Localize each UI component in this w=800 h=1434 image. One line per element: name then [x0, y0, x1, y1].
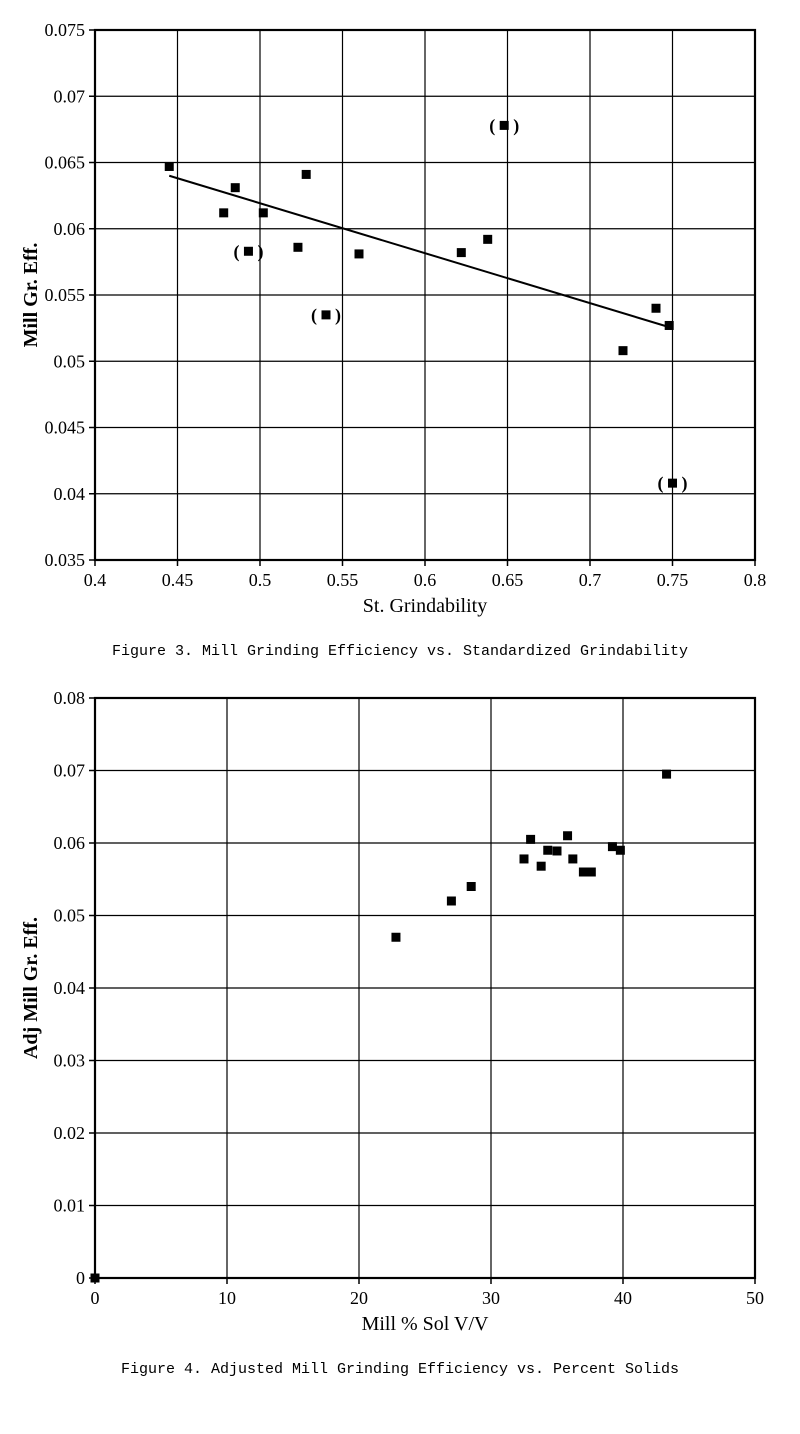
outlier-paren-left: ( — [489, 115, 495, 136]
figure-4: 0 10 20 30 40 50 0 0.01 0.02 0.03 0.04 0.05 0.06 0.07… — [10, 678, 790, 1378]
y-tick-label: 0.06 — [54, 219, 86, 239]
data-point-marker — [652, 304, 660, 312]
data-point-marker — [564, 832, 572, 840]
data-point-marker — [500, 121, 508, 129]
chart2-svg: 0 10 20 30 40 50 0 0.01 0.02 0.03 0.04 0.05 0.06 0.07… — [10, 678, 790, 1348]
y-tick-label: 0.05 — [54, 351, 86, 371]
outlier-paren-left: ( — [311, 305, 317, 326]
y-tick-label: 0.04 — [54, 978, 86, 998]
data-point-marker — [392, 933, 400, 941]
data-point-marker — [663, 770, 671, 778]
x-tick-label: 0.55 — [327, 570, 359, 590]
outlier-paren-right: ) — [335, 305, 341, 326]
y-tick-label: 0.08 — [54, 688, 86, 708]
y-tick-label: 0.04 — [54, 484, 86, 504]
data-point-marker — [544, 846, 552, 854]
figure-3-caption: Figure 3. Mill Grinding Efficiency vs. S… — [10, 643, 790, 660]
data-point-marker — [165, 162, 173, 170]
y-tick-label: 0.01 — [54, 1196, 86, 1216]
outlier-paren-right: ) — [682, 473, 688, 494]
outlier-paren-left: ( — [233, 241, 239, 262]
data-point-marker — [579, 868, 587, 876]
outlier-paren-right: ) — [513, 115, 519, 136]
data-point-marker — [619, 347, 627, 355]
data-point-marker — [231, 184, 239, 192]
data-point-marker — [665, 321, 673, 329]
data-point-marker — [537, 862, 545, 870]
data-point-marker — [553, 847, 561, 855]
x-tick-label: 0 — [91, 1288, 100, 1308]
data-point-marker — [244, 247, 252, 255]
x-tick-label: 0.5 — [249, 570, 272, 590]
y-tick-label: 0.02 — [54, 1123, 86, 1143]
x-tick-label: 50 — [746, 1288, 764, 1308]
data-point-marker — [608, 843, 616, 851]
x-tick-label: 0.8 — [744, 570, 767, 590]
data-point-marker — [91, 1274, 99, 1282]
x-tick-label: 0.75 — [657, 570, 689, 590]
y-tick-label: 0.06 — [54, 833, 86, 853]
data-point-marker — [527, 835, 535, 843]
data-point-marker — [587, 868, 595, 876]
data-point-marker — [669, 479, 677, 487]
x-tick-label: 40 — [614, 1288, 632, 1308]
y-axis-label: Mill Gr. Eff. — [20, 243, 42, 348]
data-point-marker — [467, 883, 475, 891]
y-axis-label: Adj Mill Gr. Eff. — [20, 917, 42, 1059]
outlier-paren-right: ) — [257, 241, 263, 262]
chart1-svg: 0.4 0.45 0.5 0.55 0.6 0.65 0.7 0.75 0.8 0.035 0.04… — [10, 10, 790, 630]
y-tick-label: 0.07 — [54, 761, 86, 781]
x-tick-label: 0.45 — [162, 570, 194, 590]
x-tick-label: 0.7 — [579, 570, 602, 590]
y-tick-label: 0.07 — [54, 86, 86, 106]
data-point-marker — [294, 243, 302, 251]
data-point-marker — [457, 249, 465, 257]
x-tick-label: 0.4 — [84, 570, 107, 590]
data-point-marker — [259, 209, 267, 217]
y-tick-label: 0.035 — [45, 550, 86, 570]
y-tick-label: 0 — [76, 1268, 85, 1288]
outlier-paren-left: ( — [658, 473, 664, 494]
figure-3: 0.4 0.45 0.5 0.55 0.6 0.65 0.7 0.75 0.8 0.035 0.04… — [10, 10, 790, 660]
y-tick-label: 0.055 — [45, 285, 86, 305]
y-tick-label: 0.05 — [54, 906, 86, 926]
x-tick-label: 0.65 — [492, 570, 524, 590]
x-tick-label: 10 — [218, 1288, 236, 1308]
x-tick-label: 0.6 — [414, 570, 437, 590]
y-tick-label: 0.03 — [54, 1051, 86, 1071]
x-tick-label: 30 — [482, 1288, 500, 1308]
figure-4-caption: Figure 4. Adjusted Mill Grinding Efficie… — [10, 1361, 790, 1378]
data-point-marker — [220, 209, 228, 217]
x-axis-label: Mill % Sol V/V — [362, 1313, 489, 1335]
y-tick-label: 0.065 — [45, 153, 86, 173]
data-point-marker — [520, 855, 528, 863]
x-tick-label: 20 — [350, 1288, 368, 1308]
data-point-marker — [484, 235, 492, 243]
data-point-marker — [447, 897, 455, 905]
x-axis-label: St. Grindability — [363, 595, 487, 617]
data-point-marker — [569, 855, 577, 863]
y-tick-label: 0.045 — [45, 418, 86, 438]
y-tick-label: 0.075 — [45, 20, 86, 40]
data-point-marker — [302, 170, 310, 178]
data-point-marker — [355, 250, 363, 258]
data-point-marker — [322, 311, 330, 319]
data-point-marker — [616, 846, 624, 854]
